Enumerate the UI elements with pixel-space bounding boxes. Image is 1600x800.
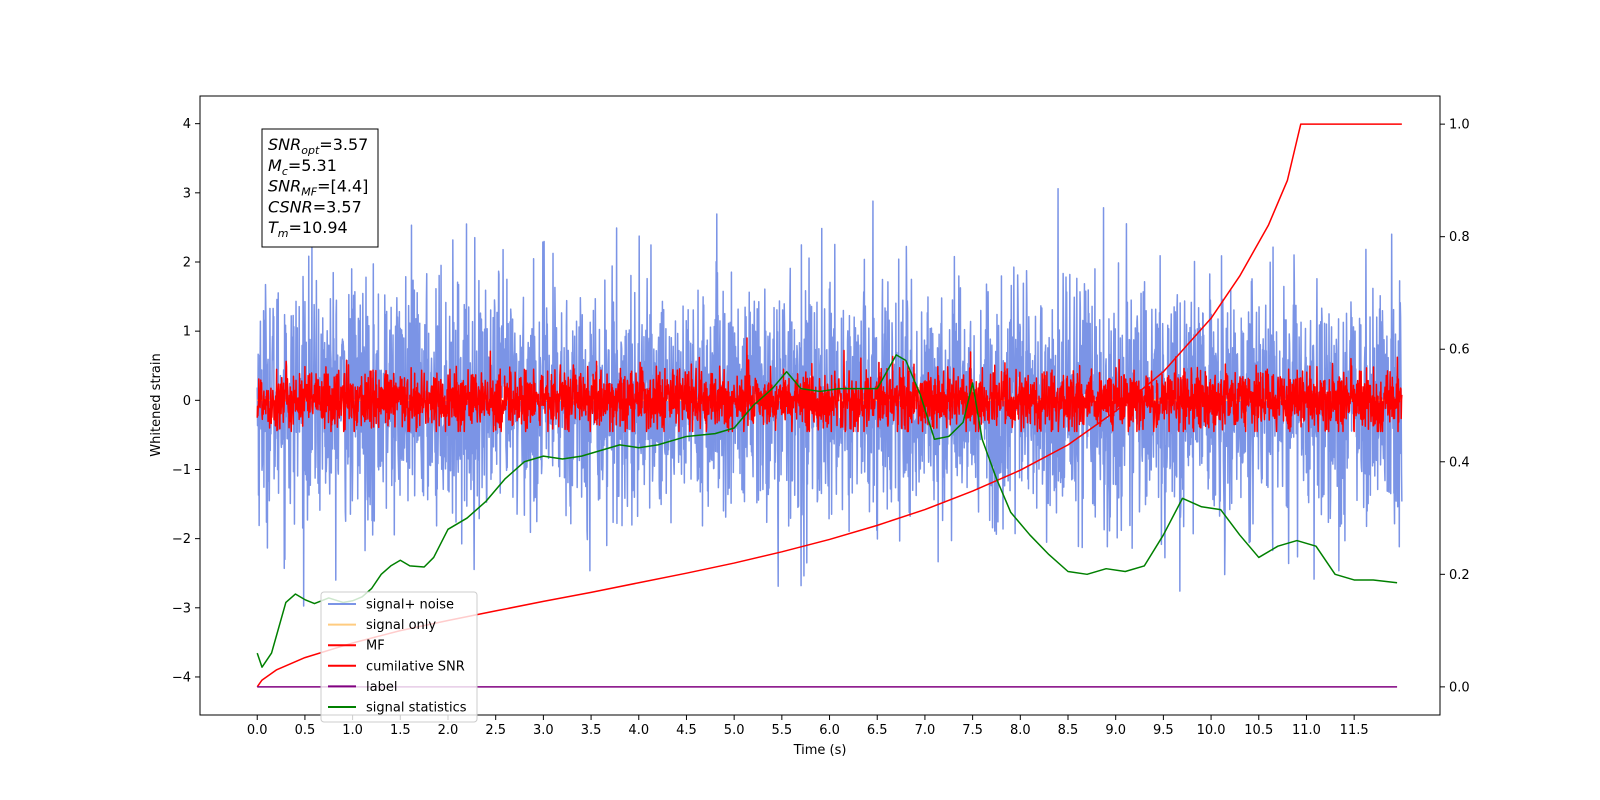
series-line	[256, 337, 1403, 433]
y-tick-label: 2	[183, 255, 191, 270]
y-tick-label: −2	[172, 532, 191, 547]
x-tick-label: 8.0	[1010, 723, 1031, 738]
x-tick-label: 4.5	[676, 723, 697, 738]
x-tick-label: 11.0	[1292, 723, 1321, 738]
x-tick-label: 2.5	[485, 723, 506, 738]
x-tick-label: 3.5	[581, 723, 602, 738]
x-tick-label: 2.0	[438, 723, 459, 738]
x-tick-label: 8.5	[1058, 723, 1079, 738]
x-tick-label: 3.0	[533, 723, 554, 738]
y-tick-label: 4	[183, 117, 191, 132]
legend-entry: signal+ noise	[366, 598, 454, 613]
info-line: SNRopt=3.57	[268, 135, 368, 157]
series-line	[256, 354, 1398, 668]
x-tick-label: 11.5	[1340, 723, 1369, 738]
series-line	[256, 188, 1403, 607]
x-axis-label: Time (s)	[793, 743, 847, 758]
x-tick-label: 6.0	[819, 723, 840, 738]
x-tick-label: 9.0	[1105, 723, 1126, 738]
y-right-tick-label: 0.2	[1449, 568, 1470, 583]
x-tick-label: 5.0	[724, 723, 745, 738]
y-tick-label: −1	[172, 463, 191, 478]
y-right-tick-label: 0.0	[1449, 680, 1470, 695]
x-tick-label: 7.0	[915, 723, 936, 738]
y-axis-label: Whitened strain	[149, 353, 164, 456]
x-tick-label: 0.5	[295, 723, 316, 738]
x-tick-label: 1.5	[390, 723, 411, 738]
legend-entry: signal only	[366, 618, 436, 633]
y-axis-left: −4 −3 −2 −1 0 1 2 3 4	[172, 117, 200, 685]
x-tick-label: 5.5	[772, 723, 793, 738]
y-right-tick-label: 0.4	[1449, 455, 1470, 470]
info-line: CSNR=3.57	[268, 197, 362, 216]
y-right-tick-label: 0.6	[1449, 343, 1470, 358]
info-line: SNRMF=[4.4]	[268, 177, 368, 199]
legend-frame	[320, 591, 478, 723]
legend-entry: MF	[366, 639, 385, 654]
x-tick-label: 0.0	[247, 723, 268, 738]
info-line: Mc=5.31	[268, 156, 337, 178]
info-line: Tm=10.94	[268, 218, 348, 240]
y-tick-label: 0	[183, 394, 191, 409]
x-axis: 0.0 0.5 1.0 1.5 2.0 2.5 3.0 3.5 4.0 4.5 5.0 5.5 6.0 6…	[247, 715, 1369, 738]
plot-frame	[199, 95, 1441, 716]
y-right-tick-label: 1.0	[1449, 118, 1470, 133]
x-tick-label: 4.0	[628, 723, 649, 738]
legend: signal+ noise signal only MF cumilative SNR…	[320, 591, 478, 723]
legend-entry: signal statistics	[366, 701, 467, 716]
y-tick-label: −4	[172, 670, 191, 685]
x-tick-label: 9.5	[1153, 723, 1174, 738]
legend-entry: cumilative SNR	[366, 659, 465, 674]
info-box-frame	[261, 128, 379, 248]
y-tick-label: −3	[172, 601, 191, 616]
legend-entry: label	[366, 680, 397, 695]
x-tick-label: 10.0	[1197, 723, 1226, 738]
y-right-tick-label: 0.8	[1449, 230, 1470, 245]
x-tick-label: 1.0	[342, 723, 363, 738]
x-tick-label: 7.5	[962, 723, 983, 738]
y-axis-right: 0.0 0.2 0.4 0.6 0.8 1.0	[1440, 118, 1470, 695]
x-tick-label: 6.5	[867, 723, 888, 738]
x-tick-label: 10.5	[1244, 723, 1273, 738]
y-tick-label: 3	[183, 186, 191, 201]
y-tick-label: 1	[183, 325, 191, 340]
